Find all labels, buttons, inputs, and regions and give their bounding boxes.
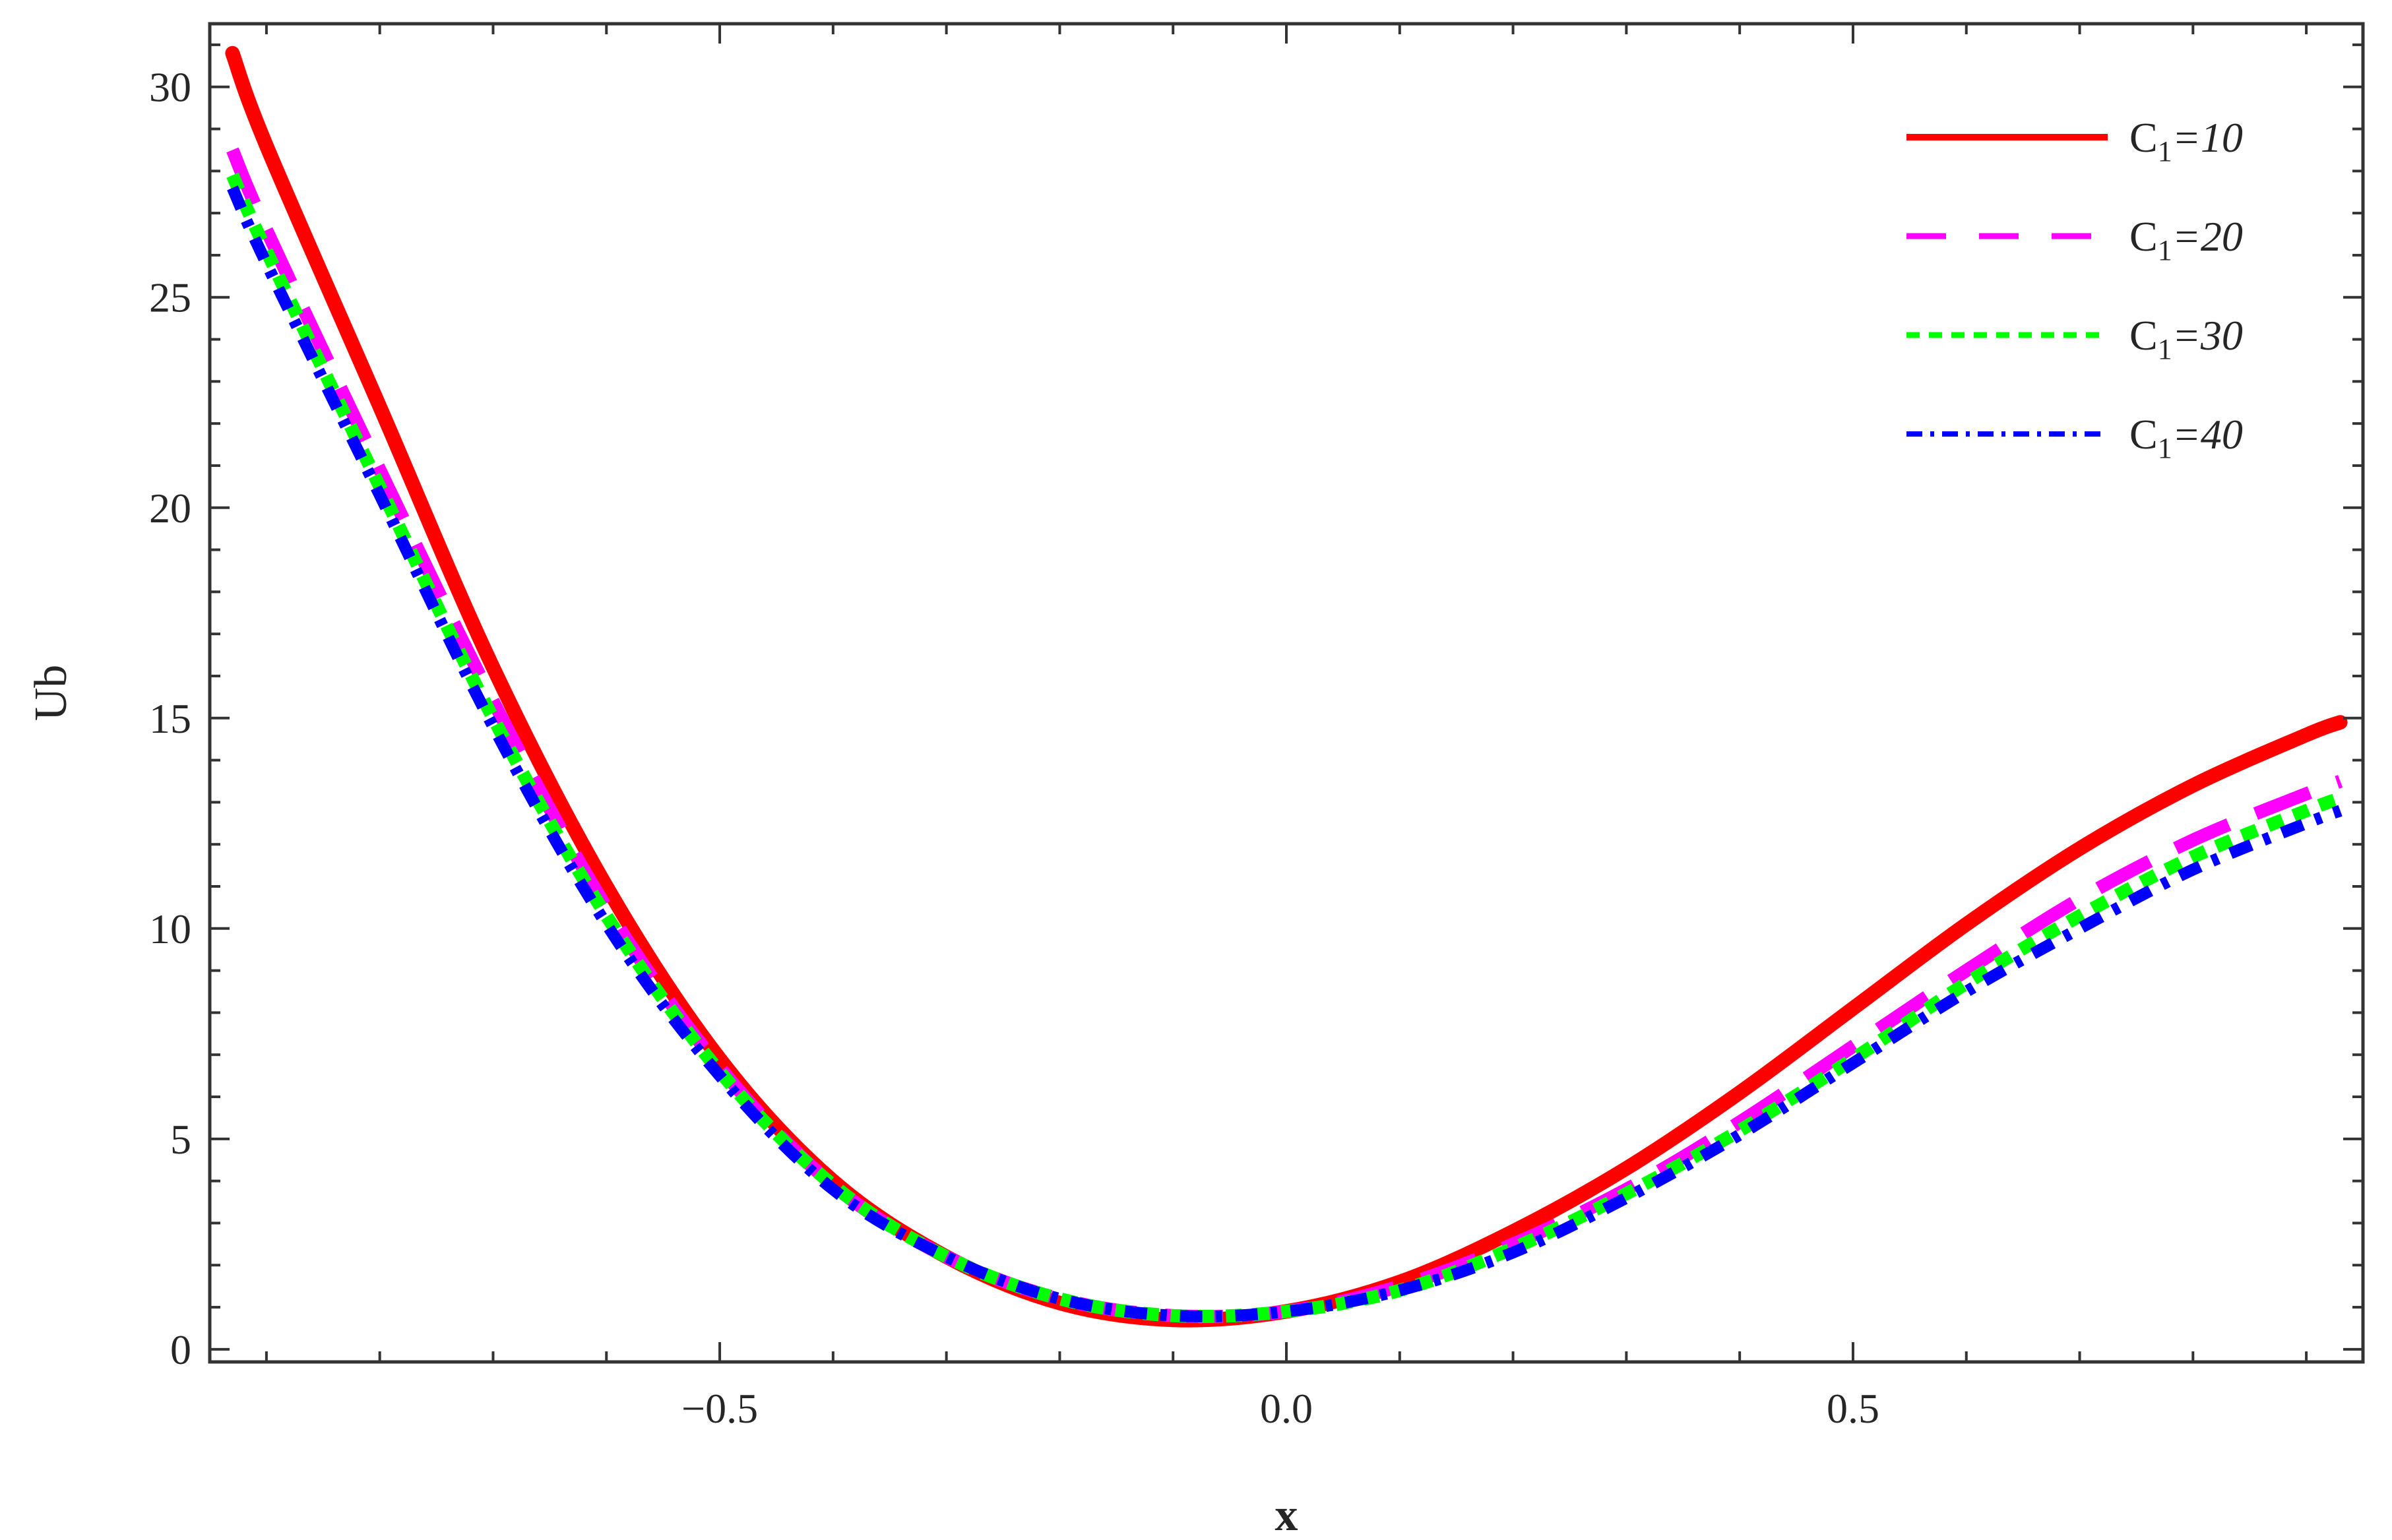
series-line-3 (226, 172, 2343, 1324)
legend-label-4: C1=40 (2129, 411, 2243, 464)
y-tick-label: 25 (149, 274, 191, 321)
series-line-4 (227, 185, 2343, 1323)
y-tick-label: 30 (149, 64, 191, 111)
y-tick-label: 10 (149, 906, 191, 952)
y-tick-label: 0 (170, 1326, 191, 1373)
x-tick-label: 0.5 (1827, 1385, 1879, 1432)
x-tick-label: −0.5 (681, 1385, 758, 1432)
x-tick-label: 0.0 (1260, 1385, 1313, 1432)
plot-lines (225, 46, 2348, 1328)
legend: C1=10 C1=20 C1=30 C1=40 (1906, 114, 2243, 464)
legend-label-3: C1=30 (2129, 312, 2243, 365)
y-tick-label: 20 (149, 485, 191, 532)
x-axis-label: x (1275, 1490, 1298, 1540)
axis-ticks (210, 24, 2363, 1362)
axis-tick-labels: −0.5 0.0 0.5 0 5 10 15 20 25 30 (149, 64, 1879, 1432)
y-axis-label: Ub (26, 665, 77, 722)
y-tick-label: 15 (149, 695, 191, 742)
legend-label-1: C1=10 (2129, 114, 2243, 168)
y-tick-label: 5 (170, 1116, 191, 1163)
legend-label-2: C1=20 (2129, 213, 2243, 266)
